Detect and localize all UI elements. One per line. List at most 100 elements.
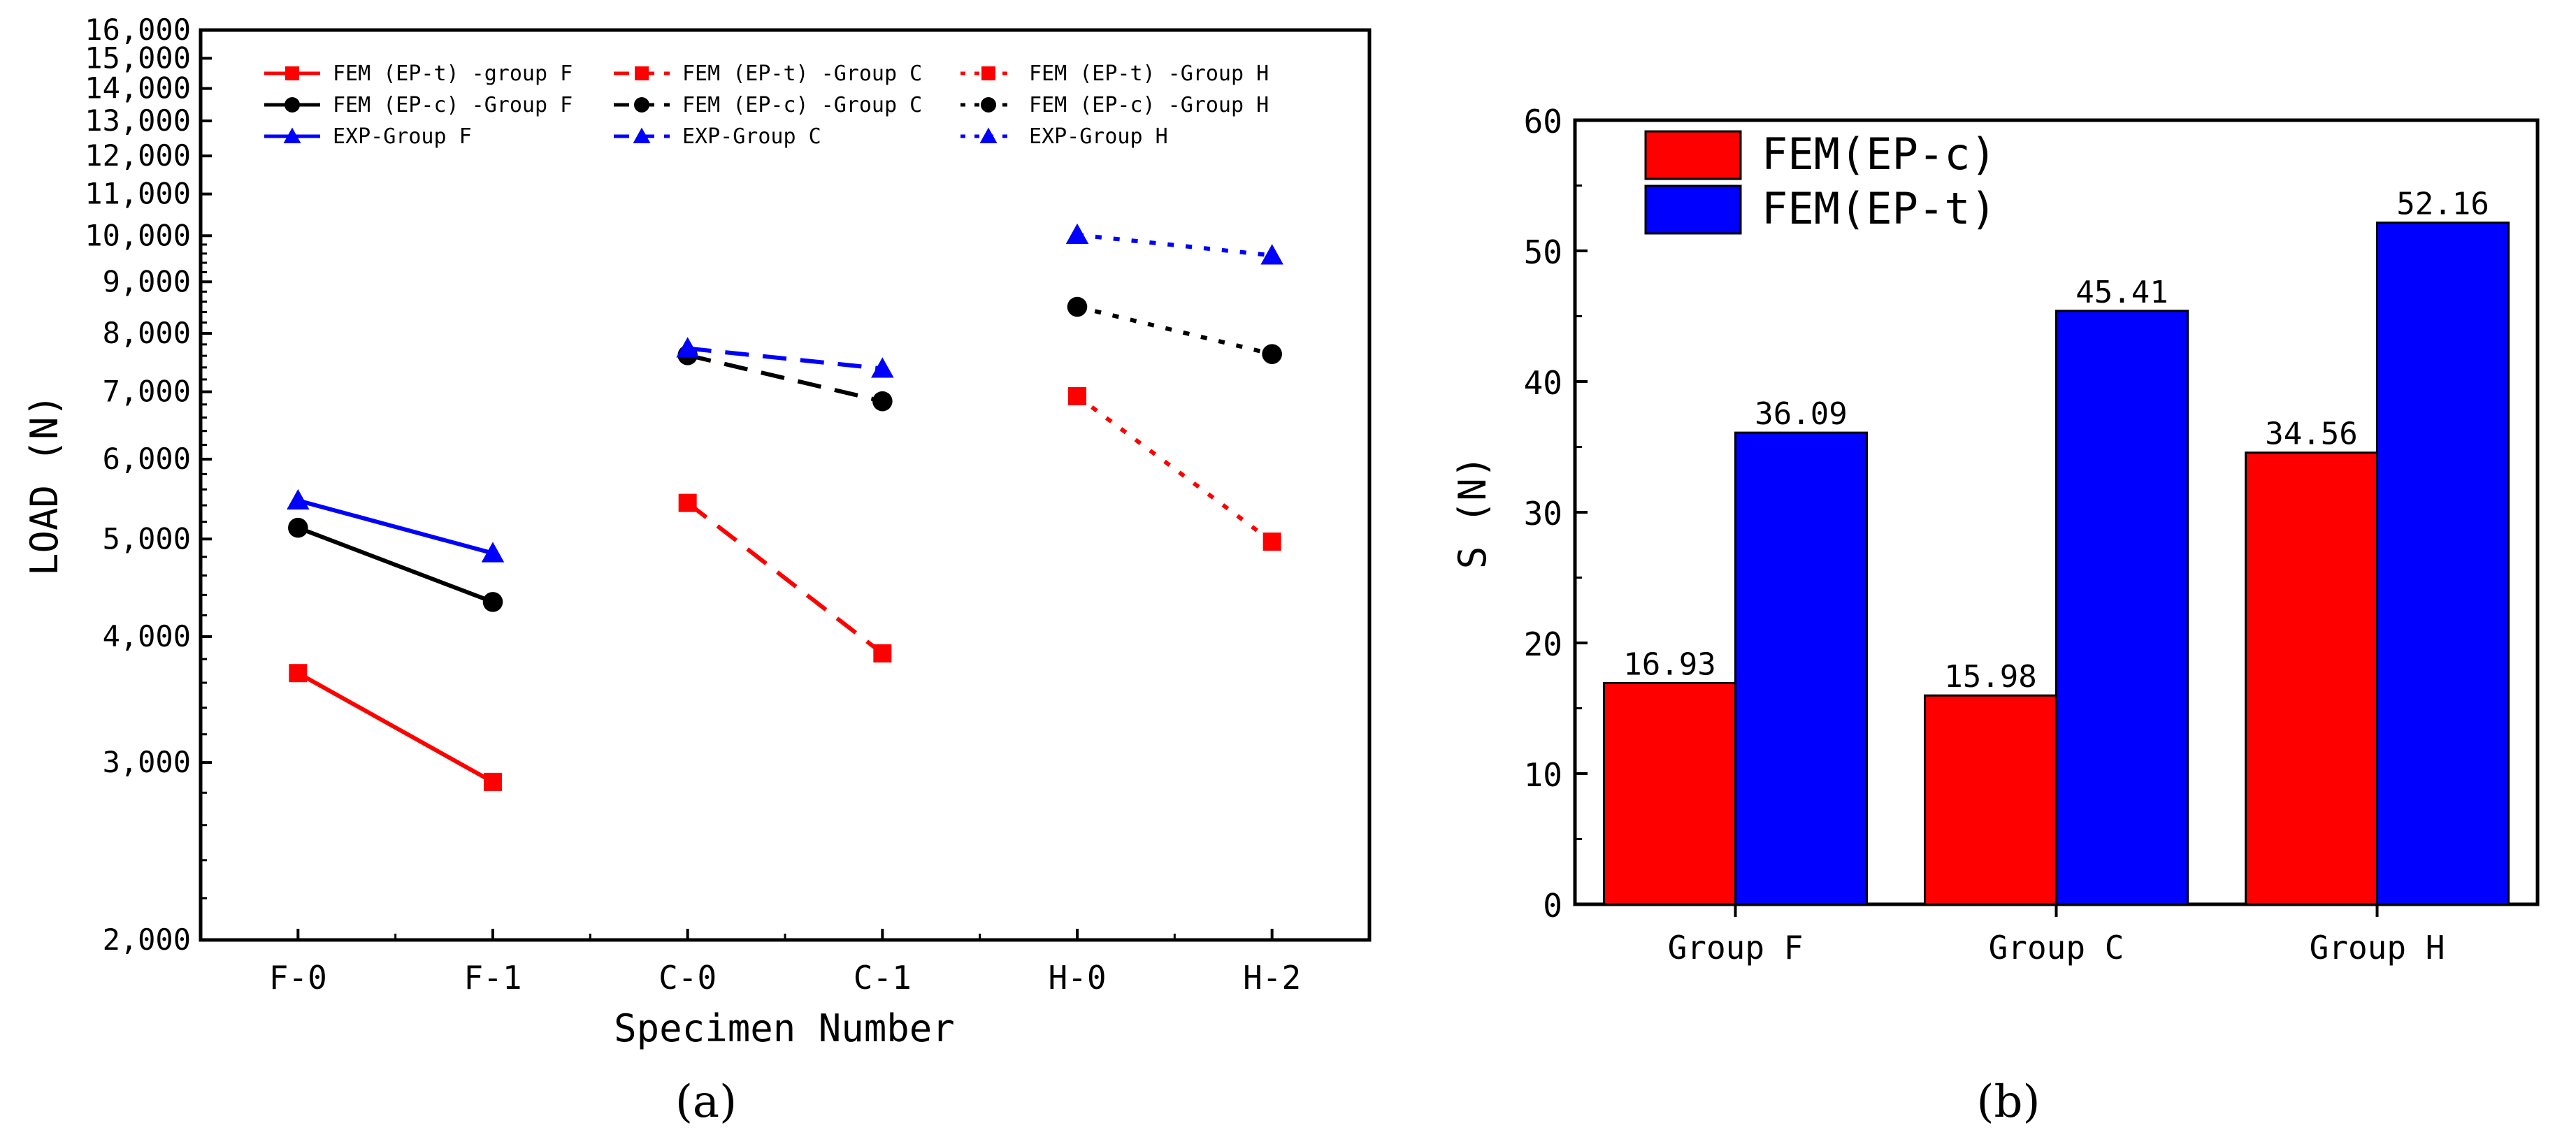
legend-swatch-b xyxy=(1644,130,1742,180)
y-tick-label-a: 12,000 xyxy=(85,138,191,173)
legend-entry-a: EXP-Group C xyxy=(614,124,821,149)
legend-swatch-b xyxy=(1644,184,1742,235)
y-tick-label-a: 9,000 xyxy=(103,264,191,298)
data-point-a xyxy=(676,337,699,358)
y-tick-label-a: 5,000 xyxy=(103,521,191,556)
series-line-a xyxy=(297,526,494,604)
x-tick-label-a: C-1 xyxy=(854,959,912,997)
series-line-a xyxy=(687,346,883,371)
y-tick-label-a: 7,000 xyxy=(103,375,191,409)
data-point-a xyxy=(871,357,894,378)
y-tick-label-b: 20 xyxy=(1524,625,1562,663)
y-tick-label-a: 6,000 xyxy=(103,442,191,476)
y-tick-label-b: 40 xyxy=(1524,364,1562,402)
data-point-a xyxy=(1067,296,1088,317)
panel-label-a: (a) xyxy=(675,1076,737,1128)
y-tick-label-a: 16,000 xyxy=(85,13,191,47)
y-tick-label-b: 60 xyxy=(1524,103,1562,140)
series-line-a xyxy=(297,498,494,556)
legend-label-a: FEM (EP-c) -Group C xyxy=(682,93,922,117)
series-a-6 xyxy=(1068,386,1281,551)
bar-value-label: 52.16 xyxy=(2396,187,2489,222)
y-tick-label-a: 14,000 xyxy=(85,71,191,106)
legend-label-b: FEM(EP-c) xyxy=(1762,129,1996,180)
data-point-a xyxy=(482,592,503,612)
data-point-a xyxy=(1068,386,1086,405)
x-tick-label-a: H-0 xyxy=(1048,959,1106,997)
legend-marker-a xyxy=(981,97,996,113)
x-tick-label-b: Group F xyxy=(1668,929,1804,966)
x-axis-title-a: Specimen Number xyxy=(614,1006,955,1050)
series-line-a xyxy=(1076,394,1274,544)
series-a-2 xyxy=(287,488,505,563)
data-point-a xyxy=(1260,244,1283,265)
x-tick-label-a: F-1 xyxy=(463,959,521,997)
bar-value-label: 34.56 xyxy=(2265,417,2357,452)
legend-label-a: FEM (EP-c) -Group F xyxy=(333,93,573,117)
bar-value-label: 16.93 xyxy=(1623,646,1715,682)
y-tick-label-a: 11,000 xyxy=(85,177,191,211)
panel-label-b: (b) xyxy=(1977,1076,2041,1128)
legend-marker-a xyxy=(981,66,995,80)
legend-entry-b: FEM(EP-t) xyxy=(1644,183,1996,235)
bar-1 xyxy=(1734,431,1868,906)
bar-1 xyxy=(2376,222,2510,906)
data-point-a xyxy=(1262,344,1282,364)
y-tick-label-b: 50 xyxy=(1524,233,1562,271)
legend-label-a: EXP-Group F xyxy=(333,124,472,149)
series-a-0 xyxy=(289,664,502,791)
bar-0 xyxy=(2245,451,2378,906)
series-a-3 xyxy=(678,493,892,662)
s-bar-chart: 0 10 20 30 40 50 60 16.93 36.09 15.98 45.41 34.56 5… xyxy=(1451,103,2540,1128)
legend-marker-a xyxy=(285,66,299,80)
legend-label-a: FEM (EP-t) -Group C xyxy=(682,61,922,86)
legend-entry-a: EXP-Group H xyxy=(960,124,1168,149)
legend-marker-a xyxy=(635,66,649,80)
x-tick-label-b: Group C xyxy=(1989,929,2124,966)
series-line-a xyxy=(296,671,494,784)
series-line-a xyxy=(1077,233,1272,258)
y-axis-title-b: S (N) xyxy=(1451,456,1495,570)
legend-entry-a: FEM (EP-c) -Group C xyxy=(614,93,922,117)
bar-1 xyxy=(2055,310,2189,906)
data-point-a xyxy=(873,644,892,662)
legend-marker-a xyxy=(633,127,651,143)
series-line-a xyxy=(686,501,884,656)
data-point-a xyxy=(289,664,308,683)
y-tick-label-b: 0 xyxy=(1543,887,1562,925)
legend-marker-a xyxy=(634,97,649,113)
legend-entry-a: FEM (EP-t) -group F xyxy=(264,61,573,86)
data-point-a xyxy=(678,493,697,512)
legend-entry-a: FEM (EP-t) -Group H xyxy=(960,61,1269,86)
y-tick-label-a: 13,000 xyxy=(85,103,191,138)
bar-value-label: 15.98 xyxy=(1944,659,2036,695)
series-a-4 xyxy=(677,345,893,412)
legend-label-a: EXP-Group H xyxy=(1029,124,1168,149)
bar-0 xyxy=(1603,681,1736,906)
data-point-a xyxy=(288,517,308,538)
legend-entry-a: EXP-Group F xyxy=(264,124,472,149)
series-a-8 xyxy=(1065,223,1283,265)
legend-marker-a xyxy=(285,97,300,113)
y-tick-label-a: 15,000 xyxy=(85,41,191,75)
legend-label-a: FEM (EP-c) -Group H xyxy=(1029,93,1269,117)
y-tick-label-b: 10 xyxy=(1524,756,1562,794)
series-a-5 xyxy=(676,337,894,378)
legend-entry-a: FEM (EP-c) -Group H xyxy=(960,93,1269,117)
x-tick-label-b: Group H xyxy=(2310,929,2445,966)
data-point-a xyxy=(872,391,893,412)
data-point-a xyxy=(287,488,310,510)
y-tick-label-a: 2,000 xyxy=(103,922,191,957)
legend-entry-a: FEM (EP-c) -Group F xyxy=(264,93,573,117)
x-tick-label-a: C-0 xyxy=(659,959,717,997)
y-tick-label-a: 4,000 xyxy=(103,619,191,653)
y-tick-label-a: 10,000 xyxy=(85,218,191,252)
legend-label-a: FEM (EP-t) -Group H xyxy=(1029,61,1269,86)
bar-0 xyxy=(1924,694,2057,906)
series-a-1 xyxy=(288,517,503,612)
y-tick-label-a: 8,000 xyxy=(103,316,191,350)
bar-value-label: 36.09 xyxy=(1755,396,1847,432)
data-point-a xyxy=(1065,223,1089,245)
data-point-a xyxy=(481,542,505,563)
